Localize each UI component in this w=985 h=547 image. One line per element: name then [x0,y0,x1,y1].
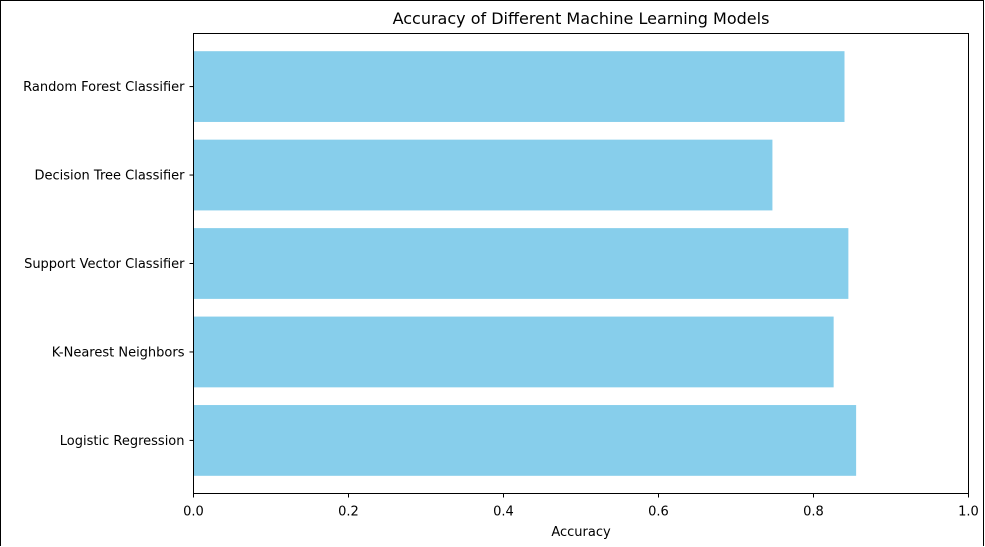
y-tick-label: Support Vector Classifier [24,257,185,272]
x-tick-label: 0.6 [648,505,669,520]
y-tick-label: Decision Tree Classifier [34,169,185,184]
bar-decision-tree-classifier [193,139,773,211]
y-tick-labels: Logistic Regression K-Nearest Neighbors Su… [23,80,194,449]
x-axis-label: Accuracy [551,525,611,540]
bar-support-vector-classifier [193,228,849,299]
x-tick-label: 0.4 [493,505,514,520]
x-tick-label: 1.0 [958,505,979,520]
plot-area-border [193,33,969,494]
bar-k-nearest-neighbors [193,316,834,388]
bar-logistic-regression [193,405,857,476]
x-tick-label: 0.0 [183,505,204,520]
y-tick-label: K-Nearest Neighbors [52,345,185,360]
y-tick-label: Random Forest Classifier [23,80,185,95]
y-tick-label: Logistic Regression [60,434,185,449]
x-tick-labels: 0.0 0.2 0.4 0.6 0.8 1.0 [183,493,979,520]
chart-title: Accuracy of Different Machine Learning M… [393,9,770,28]
bar-random-forest-classifier [193,51,845,122]
x-tick-label: 0.2 [338,505,359,520]
bars-group [193,51,857,476]
x-tick-label: 0.8 [803,505,824,520]
